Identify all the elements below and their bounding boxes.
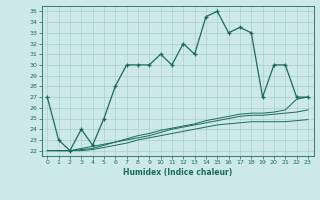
X-axis label: Humidex (Indice chaleur): Humidex (Indice chaleur): [123, 168, 232, 177]
